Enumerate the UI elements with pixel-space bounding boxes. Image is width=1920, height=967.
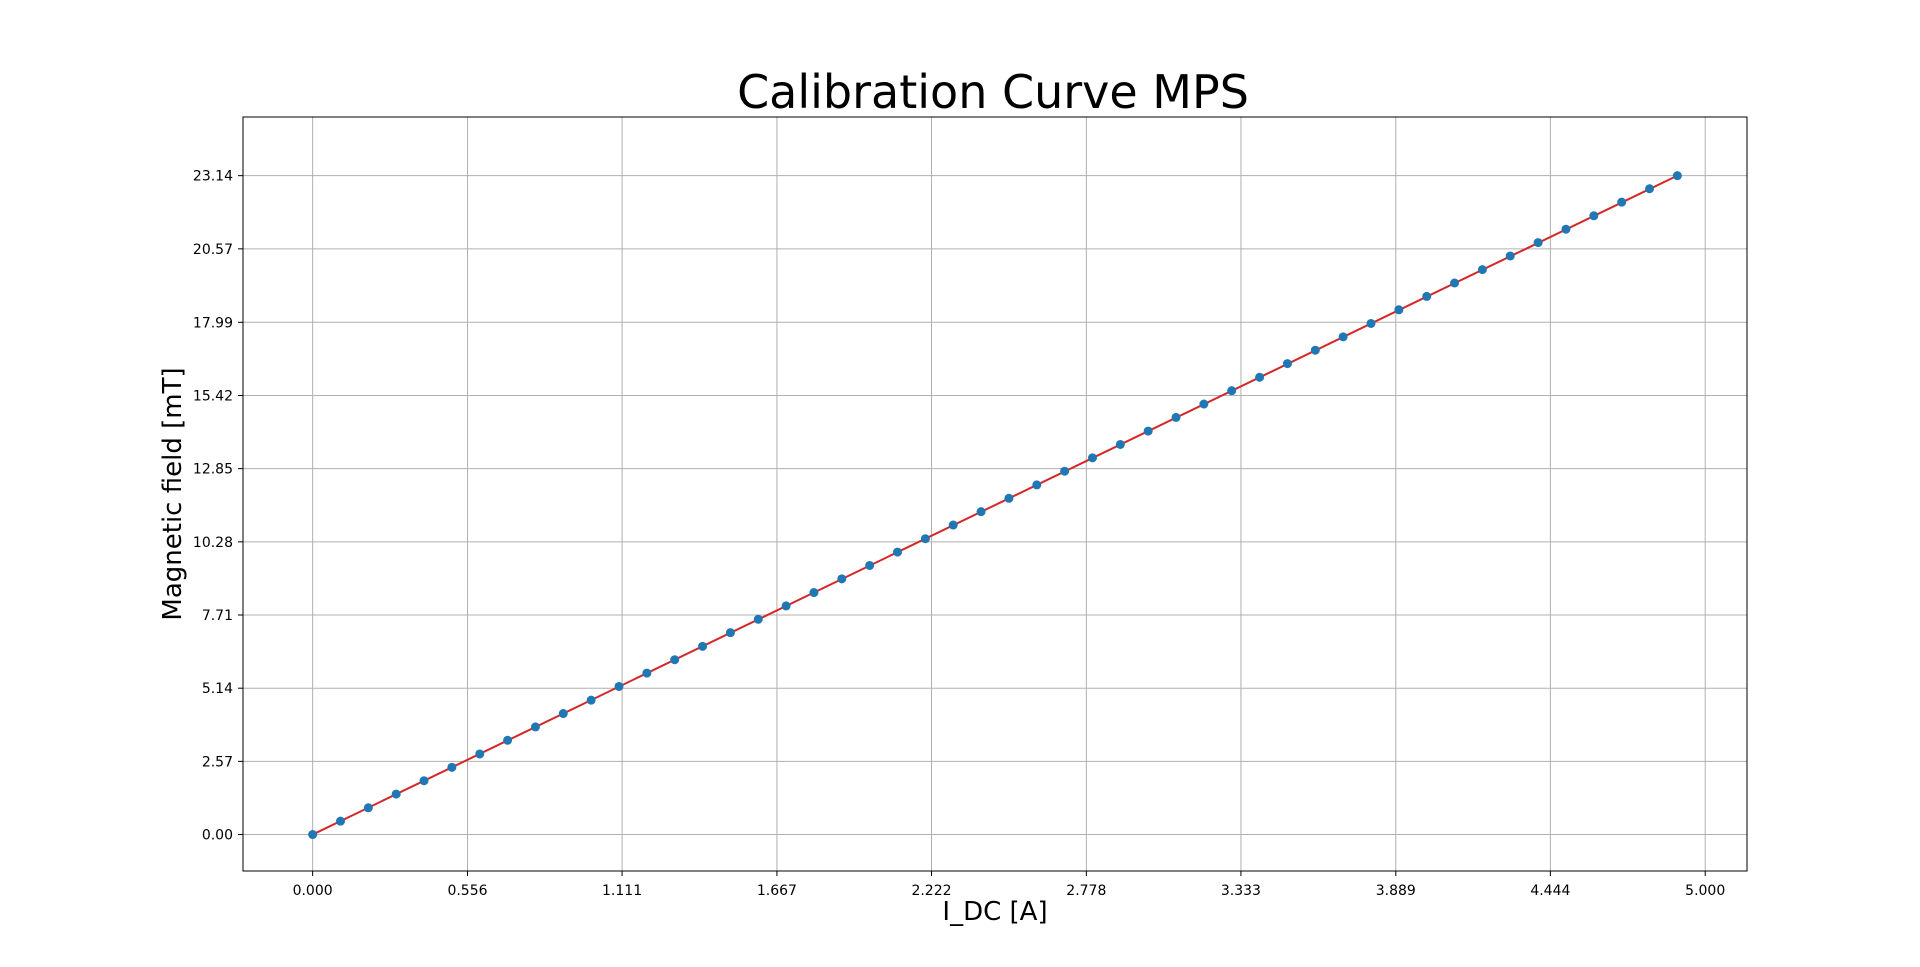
x-tick-label: 2.778 — [1066, 883, 1106, 899]
data-point — [670, 655, 680, 665]
chart-title: Calibration Curve MPS — [737, 65, 1249, 119]
x-tick-label: 1.667 — [757, 883, 797, 899]
data-point — [1282, 359, 1292, 369]
data-point — [419, 776, 429, 786]
data-point — [837, 574, 847, 584]
data-point — [475, 749, 485, 759]
data-point — [1589, 211, 1599, 221]
x-tick-label: 3.333 — [1221, 883, 1261, 899]
data-point — [753, 614, 763, 624]
data-point — [1617, 197, 1627, 207]
data-point — [363, 803, 373, 813]
y-tick-label: 2.57 — [202, 754, 233, 770]
data-point — [1255, 372, 1265, 382]
y-tick-label: 10.28 — [193, 535, 233, 551]
x-tick-label: 1.111 — [602, 883, 642, 899]
plot-area: 0.000 0.556 1.111 1.667 2.222 2.778 3.333 3.889… — [193, 116, 1748, 899]
data-point — [1505, 251, 1515, 261]
data-point — [1366, 318, 1376, 328]
y-tick-label: 17.99 — [193, 315, 233, 331]
data-point — [976, 507, 986, 517]
data-point — [1060, 466, 1070, 476]
data-point — [1450, 278, 1460, 288]
data-series — [308, 171, 1682, 840]
x-tick-label: 2.222 — [911, 883, 951, 899]
data-point — [614, 681, 624, 691]
data-point — [586, 695, 596, 705]
data-point — [1422, 291, 1432, 301]
data-point — [447, 762, 457, 772]
data-point — [1533, 238, 1543, 248]
y-tick-label: 5.14 — [202, 681, 233, 697]
data-point — [1645, 184, 1655, 194]
data-point — [1199, 399, 1209, 409]
plot-frame — [242, 116, 1748, 872]
fit-line — [312, 174, 1678, 836]
x-tick-label: 0.556 — [447, 883, 487, 899]
data-point — [1115, 439, 1125, 449]
data-point — [1561, 224, 1571, 234]
data-point — [781, 601, 791, 611]
x-tick-label: 5.000 — [1685, 883, 1725, 899]
data-point — [948, 520, 958, 530]
data-point — [1672, 171, 1682, 181]
data-point — [865, 560, 875, 570]
data-point — [809, 588, 819, 598]
data-point — [1032, 480, 1042, 490]
data-point — [1477, 265, 1487, 275]
data-point — [1310, 345, 1320, 355]
data-point — [1338, 332, 1348, 342]
data-point — [530, 722, 540, 732]
y-tick-label: 12.85 — [193, 462, 233, 478]
data-point — [558, 709, 568, 719]
data-point — [1394, 305, 1404, 315]
data-point — [1171, 412, 1181, 422]
data-point — [893, 547, 903, 557]
data-point — [920, 534, 930, 544]
grid — [243, 117, 1747, 871]
data-point — [503, 735, 513, 745]
data-point — [1143, 426, 1153, 436]
data-point — [1087, 453, 1097, 463]
y-tick-label: 15.42 — [193, 388, 233, 404]
data-point — [1004, 493, 1014, 503]
data-point — [391, 789, 401, 799]
x-axis-title: I_DC [A] — [942, 897, 1047, 927]
x-tick-label: 3.889 — [1376, 883, 1416, 899]
y-tick-label: 20.57 — [193, 242, 233, 258]
data-point — [698, 641, 708, 651]
x-tick-label: 4.444 — [1530, 883, 1570, 899]
y-axis-title: Magnetic field [mT] — [158, 367, 188, 620]
axis-ticks: 0.000 0.556 1.111 1.667 2.222 2.778 3.333 3.889… — [193, 169, 1725, 899]
y-tick-label: 7.71 — [202, 608, 233, 624]
data-point — [308, 830, 318, 840]
data-point — [335, 816, 345, 826]
data-point — [642, 668, 652, 678]
data-point — [1227, 386, 1237, 396]
x-tick-label: 0.000 — [293, 883, 333, 899]
data-point — [725, 628, 735, 638]
y-tick-label: 23.14 — [193, 169, 233, 185]
y-tick-label: 0.00 — [202, 828, 233, 844]
